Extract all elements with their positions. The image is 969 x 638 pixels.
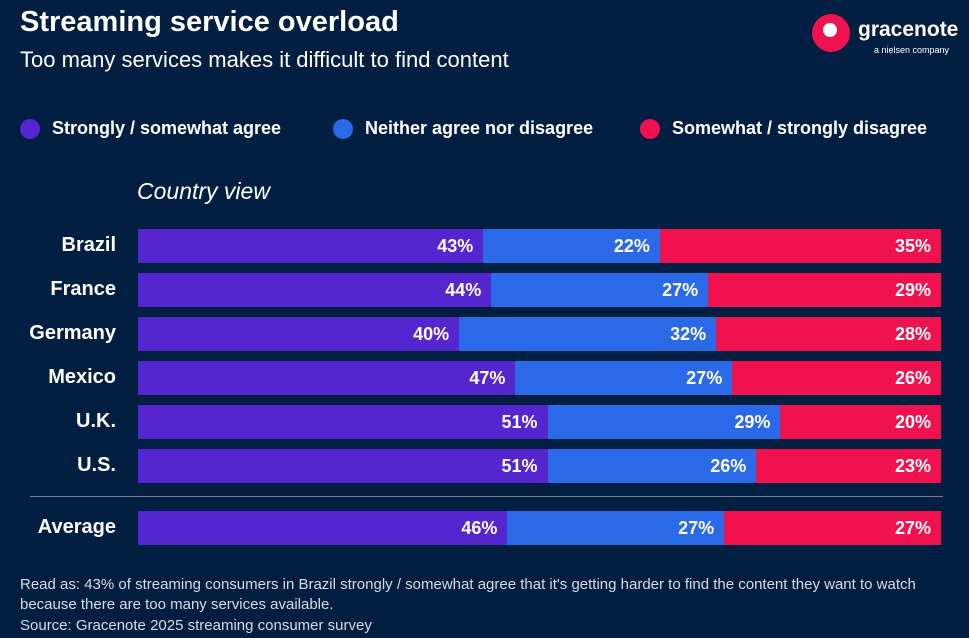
legend-dot-icon xyxy=(640,118,660,139)
data-label: 47% xyxy=(469,368,506,388)
logo-icon xyxy=(812,14,850,52)
bar-segment: 32% xyxy=(459,317,717,351)
legend-item-disagree: Somewhat / strongly disagree xyxy=(640,118,927,139)
legend-label: Somewhat / strongly disagree xyxy=(672,118,928,138)
data-label: 29% xyxy=(734,412,771,432)
data-label: 51% xyxy=(501,456,538,476)
bar-segment: 22% xyxy=(483,229,660,263)
bar-segment: 51% xyxy=(138,405,548,439)
source-note: Source: Gracenote 2025 streaming consume… xyxy=(20,617,372,634)
legend-item-neutral: Neither agree nor disagree xyxy=(333,118,593,139)
read-as-note: Read as: 43% of streaming consumers in B… xyxy=(20,576,916,613)
chart-title: Streaming service overload xyxy=(20,6,399,38)
category-label: Average xyxy=(37,516,116,538)
bar-segment: 47% xyxy=(138,361,516,395)
logo-wordmark: gracenote xyxy=(858,18,959,41)
bar-row: France 44% 27% 29% xyxy=(0,273,969,307)
data-label: 20% xyxy=(894,412,931,432)
bar-row: Brazil 43% 22% 35% xyxy=(0,229,969,263)
chart-section-label: Country view xyxy=(137,178,270,204)
data-label: 51% xyxy=(501,412,538,432)
bar-segment: 43% xyxy=(138,229,484,263)
category-label: Germany xyxy=(29,322,116,344)
data-label: 23% xyxy=(894,456,931,476)
data-label: 27% xyxy=(678,518,715,538)
bar-segment: 26% xyxy=(547,449,757,483)
legend-dot-icon xyxy=(20,118,40,139)
data-label: 26% xyxy=(894,368,931,388)
bar-row: Average 46% 27% 27% xyxy=(0,511,969,545)
bar-segment: 23% xyxy=(756,449,941,483)
bar-segment: 51% xyxy=(138,449,548,483)
data-label: 27% xyxy=(662,280,699,300)
bar-segment: 40% xyxy=(138,317,460,351)
bar-segment: 27% xyxy=(507,511,725,545)
legend-item-agree: Strongly / somewhat agree xyxy=(20,118,281,139)
logo-tagline: a nielsen company xyxy=(874,45,950,55)
category-label: Brazil xyxy=(61,234,116,256)
bar-row: U.S. 51% 26% 23% xyxy=(0,449,969,483)
data-label: 29% xyxy=(894,280,931,300)
data-label: 26% xyxy=(710,456,747,476)
bar-segment: 29% xyxy=(708,273,941,307)
legend-label: Neither agree nor disagree xyxy=(365,118,594,138)
bar-segment: 44% xyxy=(138,273,492,307)
bar-segment: 27% xyxy=(515,361,733,395)
bar-segment: 20% xyxy=(780,405,941,439)
data-label: 35% xyxy=(894,236,931,256)
data-label: 32% xyxy=(670,324,707,344)
data-label: 22% xyxy=(613,236,650,256)
data-label: 46% xyxy=(461,518,498,538)
legend-dot-icon xyxy=(333,118,353,139)
bar-row: Mexico 47% 27% 26% xyxy=(0,361,969,395)
bar-row: Germany 40% 32% 28% xyxy=(0,317,969,351)
bar-segment: 46% xyxy=(138,511,508,545)
data-label: 44% xyxy=(445,280,482,300)
chart-subtitle: Too many services makes it difficult to … xyxy=(20,47,509,72)
category-label: France xyxy=(50,278,116,300)
bar-row: U.K. 51% 29% 20% xyxy=(0,405,969,439)
category-label: U.K. xyxy=(76,410,116,432)
divider xyxy=(30,496,943,497)
category-label: U.S. xyxy=(77,454,116,476)
bar-segment: 28% xyxy=(716,317,941,351)
bar-segment: 29% xyxy=(547,405,781,439)
data-label: 40% xyxy=(413,324,450,344)
bar-segment: 26% xyxy=(732,361,941,395)
data-label: 43% xyxy=(437,236,474,256)
bar-segment: 27% xyxy=(491,273,709,307)
data-label: 27% xyxy=(894,518,931,538)
legend-label: Strongly / somewhat agree xyxy=(52,118,282,138)
data-label: 27% xyxy=(686,368,723,388)
category-label: Mexico xyxy=(48,366,116,388)
bar-segment: 27% xyxy=(724,511,941,545)
data-label: 28% xyxy=(894,324,931,344)
bar-segment: 35% xyxy=(659,229,941,263)
gracenote-logo: gracenote a nielsen company xyxy=(812,14,962,56)
